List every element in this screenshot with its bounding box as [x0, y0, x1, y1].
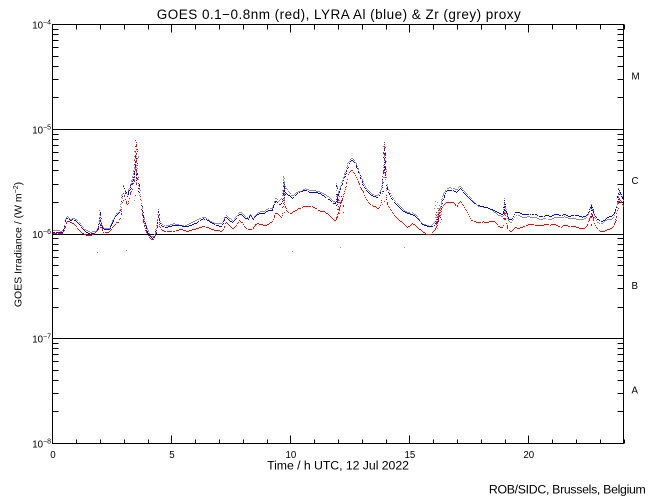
svg-text:0: 0 — [50, 450, 56, 461]
svg-text:B: B — [632, 281, 638, 292]
svg-text:GOES Irradiance / (W m−2): GOES Irradiance / (W m−2) — [13, 182, 25, 307]
svg-text:A: A — [632, 386, 639, 397]
svg-text:ROB/SIDC, Brussels, Belgium: ROB/SIDC, Brussels, Belgium — [489, 483, 646, 497]
svg-text:15: 15 — [405, 450, 416, 461]
svg-text:Time / h UTC, 12 Jul 2022: Time / h UTC, 12 Jul 2022 — [267, 459, 409, 473]
svg-text:5: 5 — [169, 450, 174, 461]
svg-text:GOES 0.1−0.8nm (red), LYRA Al: GOES 0.1−0.8nm (red), LYRA Al (blue) & Z… — [157, 7, 521, 22]
svg-text:10: 10 — [286, 450, 297, 461]
svg-text:20: 20 — [523, 450, 534, 461]
svg-text:C: C — [632, 176, 639, 187]
svg-text:M: M — [632, 72, 640, 83]
